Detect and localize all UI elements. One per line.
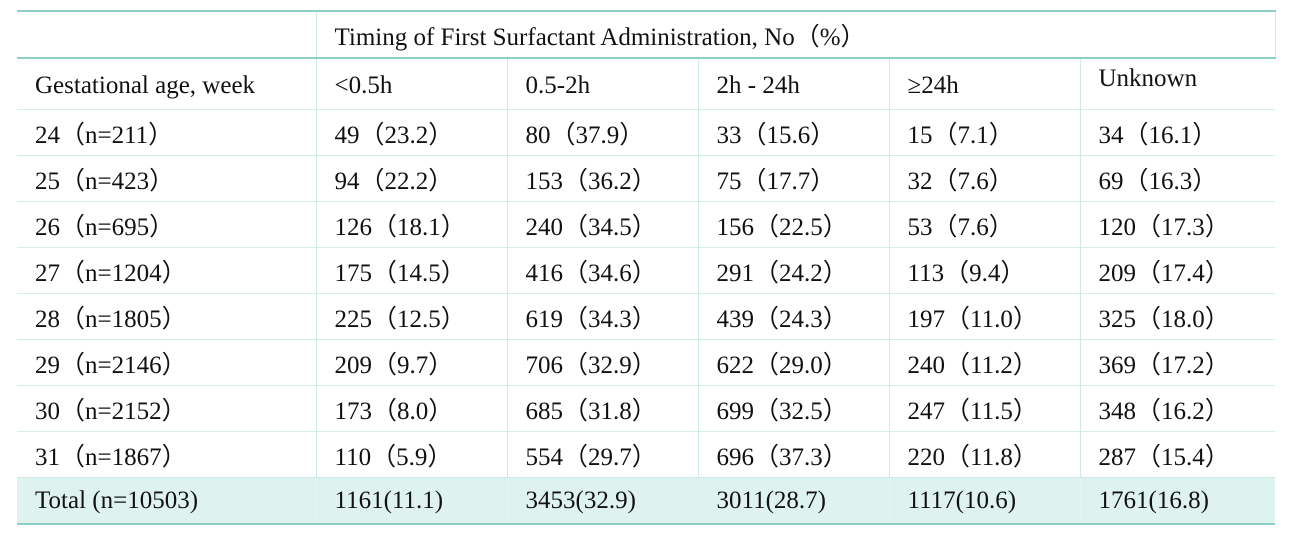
cell-gestational-age: 31（n=1867） (17, 431, 316, 478)
cell-ge-24h: 53（7.6） (888, 201, 1080, 248)
cell-2h-24h: 696（37.3） (697, 431, 889, 478)
cell-lt-0-5h: 173（8.0） (315, 385, 507, 432)
cell-0-5-2h: 240（34.5） (506, 201, 698, 248)
cell-gestational-age: 29（n=2146） (17, 339, 316, 386)
cell-ge-24h: 32（7.6） (888, 155, 1080, 202)
table-row: 26（n=695） 126（18.1） 240（34.5） 156（22.5） … (17, 201, 1276, 248)
table-title-row: Timing of First Surfactant Administratio… (17, 10, 1276, 59)
table-row: 30（n=2152） 173（8.0） 685（31.8） 699（32.5） … (17, 385, 1276, 432)
cell-unknown: 69（16.3） (1079, 155, 1276, 202)
cell-lt-0-5h: 49（23.2） (315, 109, 507, 156)
table-row: 27（n=1204） 175（14.5） 416（34.6） 291（24.2）… (17, 247, 1276, 294)
cell-2h-24h: 699（32.5） (697, 385, 889, 432)
cell-0-5-2h: 619（34.3） (506, 293, 698, 340)
cell-ge-24h: 15（7.1） (888, 109, 1080, 156)
total-unknown: 1761(16.8) (1079, 477, 1276, 525)
cell-ge-24h: 247（11.5） (888, 385, 1080, 432)
table-row: 29（n=2146） 209（9.7） 706（32.9） 622（29.0） … (17, 339, 1276, 386)
total-ge-24h: 1117(10.6) (888, 477, 1080, 525)
cell-0-5-2h: 685（31.8） (506, 385, 698, 432)
cell-unknown: 209（17.4） (1079, 247, 1276, 294)
table-row: 31（n=1867） 110（5.9） 554（29.7） 696（37.3） … (17, 431, 1276, 478)
total-row: Total (n=10503) 1161(11.1) 3453(32.9) 30… (17, 477, 1276, 525)
cell-unknown: 348（16.2） (1079, 385, 1276, 432)
cell-0-5-2h: 153（36.2） (506, 155, 698, 202)
total-label: Total (n=10503) (17, 477, 316, 525)
table-row: 25（n=423） 94（22.2） 153（36.2） 75（17.7） 32… (17, 155, 1276, 202)
cell-unknown: 120（17.3） (1079, 201, 1276, 248)
total-lt-0-5h: 1161(11.1) (315, 477, 507, 525)
title-stub-cell (17, 10, 316, 59)
cell-2h-24h: 291（24.2） (697, 247, 889, 294)
cell-lt-0-5h: 209（9.7） (315, 339, 507, 386)
table-row: 24（n=211） 49（23.2） 80（37.9） 33（15.6） 15（… (17, 109, 1276, 156)
cell-unknown: 325（18.0） (1079, 293, 1276, 340)
header-unknown: Unknown (1079, 57, 1276, 110)
cell-unknown: 369（17.2） (1079, 339, 1276, 386)
cell-gestational-age: 26（n=695） (17, 201, 316, 248)
header-0-5-2h: 0.5-2h (506, 57, 698, 110)
surfactant-timing-table: Timing of First Surfactant Administratio… (17, 10, 1276, 525)
cell-gestational-age: 27（n=1204） (17, 247, 316, 294)
cell-unknown: 287（15.4） (1079, 431, 1276, 478)
total-0-5-2h: 3453(32.9) (506, 477, 698, 525)
cell-ge-24h: 220（11.8） (888, 431, 1080, 478)
cell-ge-24h: 240（11.2） (888, 339, 1080, 386)
cell-gestational-age: 30（n=2152） (17, 385, 316, 432)
cell-2h-24h: 156（22.5） (697, 201, 889, 248)
cell-lt-0-5h: 225（12.5） (315, 293, 507, 340)
cell-unknown: 34（16.1） (1079, 109, 1276, 156)
cell-2h-24h: 439（24.3） (697, 293, 889, 340)
cell-gestational-age: 28（n=1805） (17, 293, 316, 340)
table-title: Timing of First Surfactant Administratio… (315, 10, 1276, 59)
header-2h-24h: 2h - 24h (697, 57, 889, 110)
table-row: 28（n=1805） 225（12.5） 619（34.3） 439（24.3）… (17, 293, 1276, 340)
cell-0-5-2h: 706（32.9） (506, 339, 698, 386)
cell-0-5-2h: 80（37.9） (506, 109, 698, 156)
cell-gestational-age: 25（n=423） (17, 155, 316, 202)
cell-0-5-2h: 416（34.6） (506, 247, 698, 294)
cell-2h-24h: 75（17.7） (697, 155, 889, 202)
cell-gestational-age: 24（n=211） (17, 109, 316, 156)
header-lt-0-5h: <0.5h (315, 57, 507, 110)
cell-ge-24h: 197（11.0） (888, 293, 1080, 340)
cell-lt-0-5h: 110（5.9） (315, 431, 507, 478)
total-2h-24h: 3011(28.7) (697, 477, 889, 525)
cell-lt-0-5h: 94（22.2） (315, 155, 507, 202)
header-ge-24h: ≥24h (888, 57, 1080, 110)
header-gestational-age: Gestational age, week (17, 57, 316, 110)
column-header-row: Gestational age, week <0.5h 0.5-2h 2h - … (17, 57, 1276, 110)
cell-lt-0-5h: 175（14.5） (315, 247, 507, 294)
cell-lt-0-5h: 126（18.1） (315, 201, 507, 248)
cell-2h-24h: 622（29.0） (697, 339, 889, 386)
cell-ge-24h: 113（9.4） (888, 247, 1080, 294)
cell-2h-24h: 33（15.6） (697, 109, 889, 156)
cell-0-5-2h: 554（29.7） (506, 431, 698, 478)
